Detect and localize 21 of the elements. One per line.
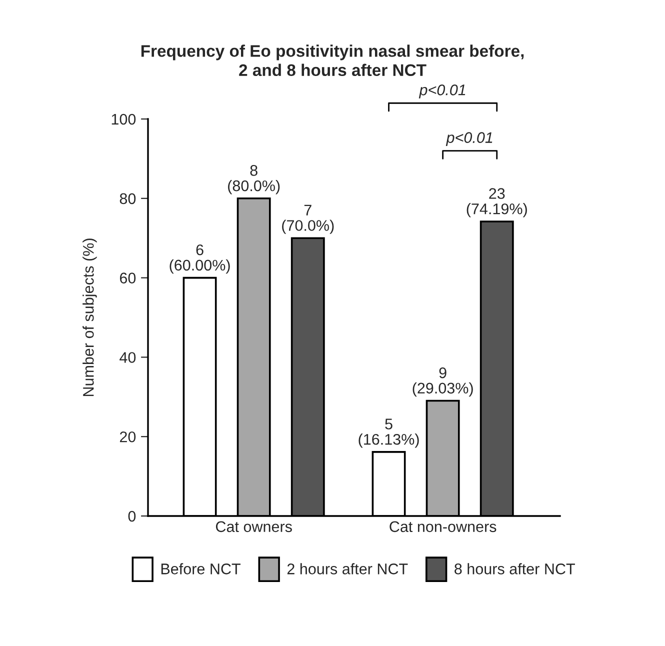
data-label: 8 (80.0%) — [228, 165, 280, 194]
y-tick-label: 0 — [128, 510, 136, 522]
y-tick-label: 60 — [120, 272, 136, 284]
y-tick-label: 100 — [112, 114, 136, 125]
y-tick-label: 80 — [120, 193, 136, 204]
x-tick-label: Cat non-owners — [390, 521, 496, 532]
legend-label: 8 hours after NCT — [454, 563, 575, 574]
data-label: 23 (74.19%) — [466, 188, 527, 218]
x-tick-label: Cat owners — [216, 521, 292, 532]
y-tick-label: 20 — [120, 431, 136, 442]
data-label: 9 (29.03%) — [412, 367, 473, 397]
data-label: 7 (70.0%) — [282, 204, 334, 234]
legend-label: 2 hours after NCT — [287, 563, 408, 574]
text: p<0.01 — [418, 84, 466, 98]
y-tick-label: 40 — [120, 352, 136, 363]
legend-label: Before NCT — [161, 563, 240, 574]
data-label: 5 (16.13%) — [358, 418, 419, 448]
chart-title: Frequency of Eo positivityin nasal smear before, 2 and 8 hours after NCT — [141, 44, 524, 76]
annotation: p<0.01 — [446, 132, 492, 146]
data-label: 6 (60.00%) — [170, 244, 230, 274]
y-axis-title: Number of subjects (%) — [82, 238, 97, 396]
